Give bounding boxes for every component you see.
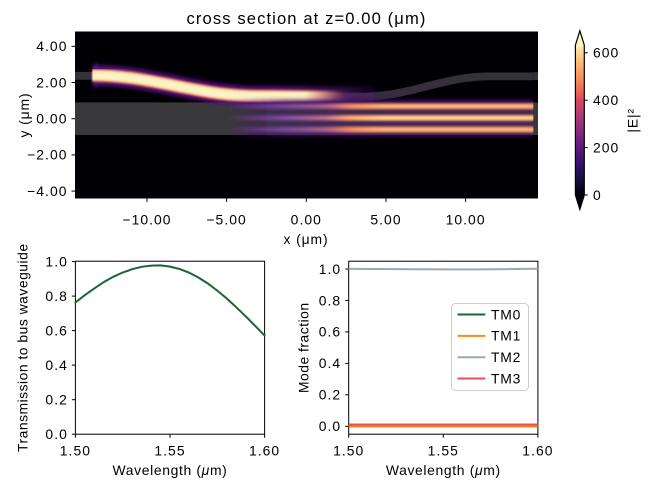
svg-text:1.0: 1.0 [319,261,341,277]
svg-text:1.50: 1.50 [333,442,364,458]
svg-text:TM2: TM2 [491,349,521,365]
svg-text:0.00: 0.00 [291,212,322,228]
svg-text:10.00: 10.00 [446,212,486,228]
svg-text:0.00: 0.00 [36,111,67,127]
svg-text:TM0: TM0 [491,306,521,322]
svg-text:0.4: 0.4 [319,355,341,371]
svg-text:y (μm): y (μm) [16,92,32,137]
svg-text:−5.00: −5.00 [206,212,246,228]
svg-text:0.8: 0.8 [45,288,67,304]
svg-text:cross section at z=0.00 (μm): cross section at z=0.00 (μm) [186,9,426,28]
svg-text:1.55: 1.55 [428,442,459,458]
svg-text:−4.00: −4.00 [27,183,67,199]
svg-text:0.2: 0.2 [319,387,341,403]
svg-text:Wavelength (μm): Wavelength (μm) [113,462,228,478]
svg-text:5.00: 5.00 [370,212,401,228]
svg-text:TM1: TM1 [491,328,521,344]
svg-text:1.60: 1.60 [249,442,280,458]
svg-text:0.8: 0.8 [319,292,341,308]
svg-text:Transmission to bus waveguide: Transmission to bus waveguide [15,243,31,452]
svg-text:0.6: 0.6 [45,322,67,338]
svg-text:x (μm): x (μm) [283,231,328,247]
svg-text:1.50: 1.50 [60,442,91,458]
svg-text:200: 200 [593,139,619,155]
svg-text:2.00: 2.00 [36,74,67,90]
svg-text:−2.00: −2.00 [27,147,67,163]
svg-text:TM3: TM3 [491,370,521,386]
svg-text:−10.00: −10.00 [122,212,171,228]
svg-text:1.55: 1.55 [154,442,185,458]
svg-text:400: 400 [593,92,619,108]
svg-text:Mode fraction: Mode fraction [296,302,312,393]
svg-text:1.60: 1.60 [522,442,553,458]
svg-text:|E|²: |E|² [625,108,641,133]
svg-text:0: 0 [593,187,602,203]
svg-text:Wavelength (μm): Wavelength (μm) [386,462,501,478]
svg-text:600: 600 [593,45,619,61]
svg-text:1.0: 1.0 [45,253,67,269]
svg-text:0.2: 0.2 [45,392,67,408]
svg-text:0.0: 0.0 [45,426,67,442]
svg-text:4.00: 4.00 [36,38,67,54]
svg-text:0.0: 0.0 [319,418,341,434]
svg-text:0.4: 0.4 [45,357,67,373]
svg-text:0.6: 0.6 [319,324,341,340]
